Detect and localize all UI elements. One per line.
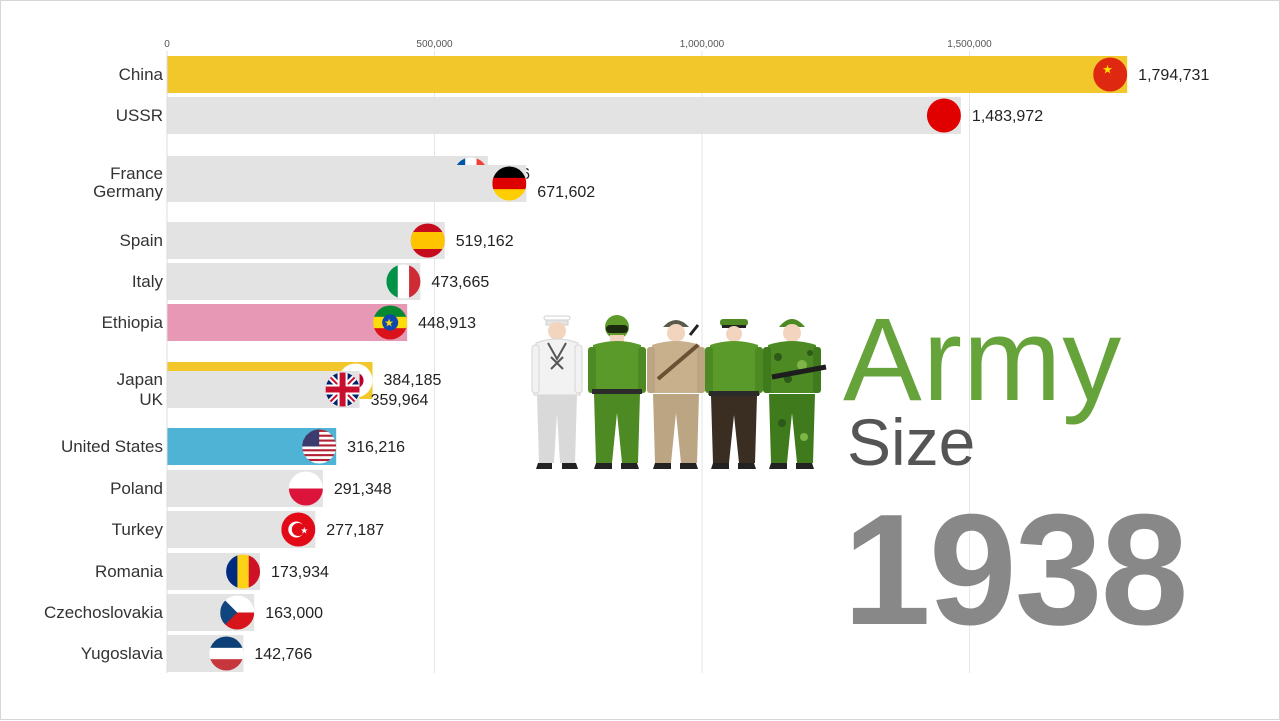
svg-text:★: ★ (384, 318, 394, 330)
category-label-japan: Japan (117, 370, 163, 389)
poland-flag-icon (288, 471, 323, 506)
bar-spain (167, 222, 445, 259)
x-tick-label: 1,000,000 (680, 39, 725, 50)
value-label-czechoslovakia: 163,000 (265, 605, 323, 622)
x-tick-label: 1,500,000 (947, 39, 992, 50)
czechoslovakia-flag-icon (220, 595, 255, 630)
uk-flag-icon (325, 372, 360, 407)
value-label-uk: 359,964 (371, 392, 429, 409)
value-label-china: 1,794,731 (1138, 67, 1209, 84)
value-label-turkey: 277,187 (326, 522, 384, 539)
bar-ussr (167, 97, 961, 134)
category-label-yugoslavia: Yugoslavia (81, 644, 164, 663)
value-label-germany: 671,602 (537, 184, 595, 201)
spain-flag-icon (410, 223, 445, 258)
x-tick-label: 0 (164, 39, 170, 50)
pilot-figure (588, 315, 646, 469)
bar-ethiopia (167, 304, 408, 341)
officer-figure (705, 319, 763, 469)
value-label-spain: 519,162 (456, 233, 514, 250)
bar-germany (167, 165, 527, 202)
value-label-poland: 291,348 (334, 481, 392, 498)
yugoslavia-flag-icon (209, 636, 244, 671)
category-label-turkey: Turkey (112, 520, 164, 539)
value-label-ussr: 1,483,972 (972, 108, 1043, 125)
romania-flag-icon (226, 554, 261, 589)
category-label-france: France (110, 164, 163, 183)
ethiopia-flag-icon: ★ (373, 305, 408, 340)
bar-china (167, 56, 1128, 93)
category-label-ethiopia: Ethiopia (102, 313, 164, 332)
usa-flag-icon (302, 429, 337, 464)
value-label-romania: 173,934 (271, 564, 329, 581)
category-label-uk: UK (139, 390, 163, 409)
category-label-united-states: United States (61, 437, 163, 456)
turkey-flag-icon: ★ (281, 512, 316, 547)
sailor-figure (531, 315, 583, 469)
svg-text:★: ★ (300, 526, 308, 536)
camo-soldier-figure (763, 319, 827, 469)
value-label-yugoslavia: 142,766 (254, 646, 312, 663)
category-label-czechoslovakia: Czechoslovakia (44, 603, 164, 622)
value-label-ethiopia: 448,913 (418, 315, 476, 332)
x-tick-label: 500,000 (416, 39, 453, 50)
category-label-spain: Spain (120, 231, 163, 250)
italy-flag-icon (386, 264, 421, 299)
year-label: 1938 (843, 482, 1188, 658)
ussr-flag-icon (926, 98, 961, 133)
category-label-ussr: USSR (116, 106, 163, 125)
bar-italy (167, 263, 421, 300)
china-flag-icon: ★ (1093, 57, 1128, 92)
category-label-romania: Romania (95, 562, 164, 581)
infantry-figure (647, 320, 705, 469)
value-label-italy: 473,665 (431, 274, 489, 291)
title-army: Army (843, 294, 1123, 426)
category-label-poland: Poland (110, 479, 163, 498)
title-size: Size (847, 405, 976, 479)
category-label-china: China (119, 65, 164, 84)
value-label-japan: 384,185 (384, 372, 442, 389)
germany-flag-icon (492, 166, 527, 201)
svg-text:★: ★ (1102, 63, 1113, 77)
soldiers-illustration (531, 315, 827, 469)
value-label-united-states: 316,216 (347, 439, 405, 456)
category-label-italy: Italy (132, 272, 164, 291)
category-label-germany: Germany (93, 182, 163, 201)
